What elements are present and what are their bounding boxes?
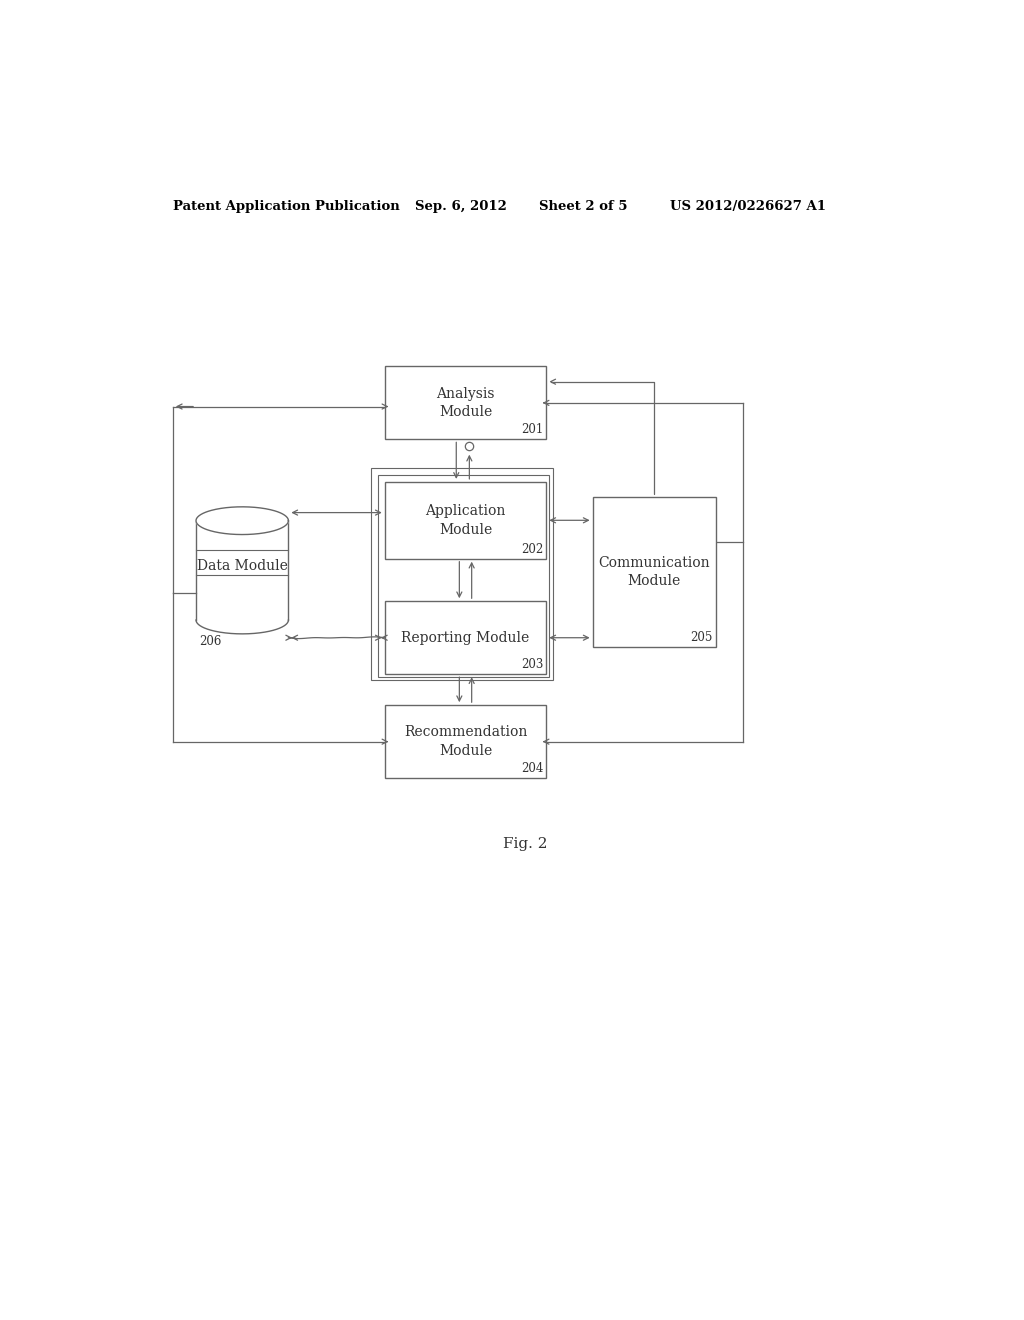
Text: Sheet 2 of 5: Sheet 2 of 5: [539, 199, 627, 213]
Text: Application
Module: Application Module: [425, 504, 506, 536]
Bar: [385, 601, 547, 675]
Text: 205: 205: [690, 631, 713, 644]
Text: 204: 204: [521, 762, 544, 775]
Text: Fig. 2: Fig. 2: [503, 837, 547, 850]
Text: Recommendation
Module: Recommendation Module: [403, 726, 527, 758]
Text: 203: 203: [521, 659, 544, 671]
Bar: [385, 705, 547, 779]
Text: Data Module: Data Module: [197, 560, 288, 573]
Text: Analysis
Module: Analysis Module: [436, 387, 495, 418]
Text: Communication
Module: Communication Module: [598, 556, 710, 589]
Polygon shape: [196, 507, 289, 535]
Bar: [385, 367, 547, 440]
Text: Patent Application Publication: Patent Application Publication: [173, 199, 399, 213]
Bar: [593, 498, 716, 647]
Bar: [371, 469, 553, 681]
Text: 201: 201: [521, 424, 544, 437]
Text: 206: 206: [199, 635, 221, 648]
Text: 202: 202: [521, 543, 544, 556]
Text: US 2012/0226627 A1: US 2012/0226627 A1: [670, 199, 825, 213]
Bar: [378, 475, 550, 677]
Text: Sep. 6, 2012: Sep. 6, 2012: [416, 199, 507, 213]
Bar: [385, 482, 547, 558]
Text: Reporting Module: Reporting Module: [401, 631, 529, 644]
